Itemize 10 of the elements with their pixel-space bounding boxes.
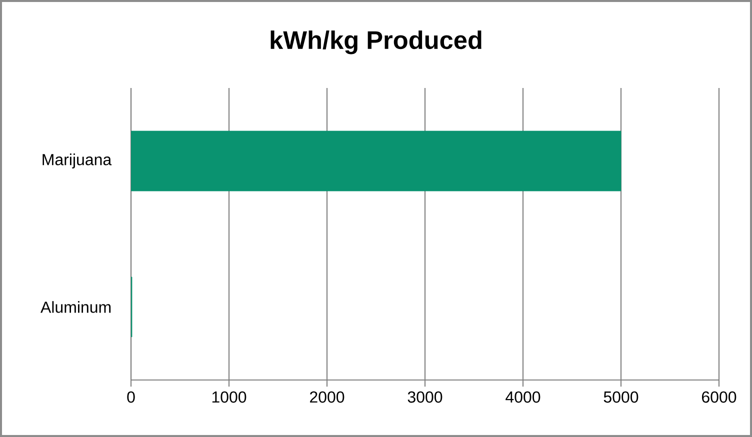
y-tick-label: Marijuana [42, 154, 112, 168]
x-tick-label: 6000 [702, 391, 736, 403]
x-tick-label: 2000 [310, 391, 344, 403]
x-tick-label: 1000 [212, 391, 246, 403]
x-tick-label: 4000 [506, 391, 540, 403]
x-tick-label: 3000 [408, 391, 442, 403]
y-tick-label: Aluminum [40, 301, 111, 313]
x-tick-label: 5000 [604, 391, 638, 403]
x-tick-label: 0 [127, 391, 135, 403]
chart-title: kWh/kg Produced [270, 30, 482, 54]
